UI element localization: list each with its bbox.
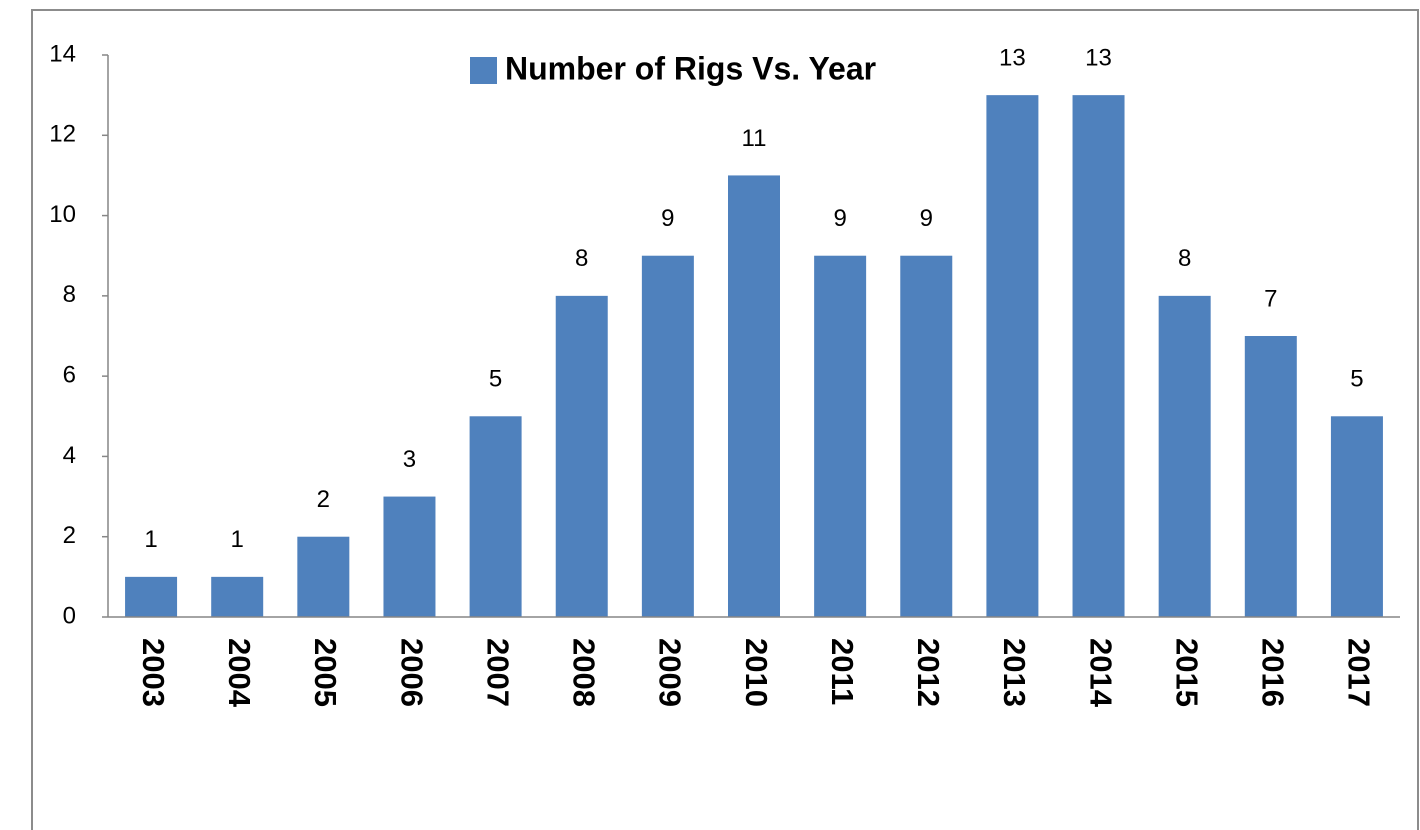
bar [728,175,780,617]
y-tick-label: 14 [49,40,76,67]
bar [1330,416,1383,617]
x-tick-label: 2015 [1169,638,1204,707]
y-tick-label: 12 [49,121,76,148]
bar [1072,95,1125,617]
data-label: 1 [231,526,244,553]
y-tick-label: 0 [63,602,76,629]
x-tick-label: 2014 [1083,638,1118,708]
legend-label: Number of Rigs Vs. Year [505,50,876,86]
bar [986,95,1039,617]
x-tick-label: 2012 [911,638,946,707]
data-label: 3 [403,446,416,473]
bar [469,416,522,617]
x-tick-label: 2009 [653,638,688,707]
data-label: 1 [144,526,157,553]
data-label: 9 [661,205,674,232]
x-tick-label: 2008 [567,638,602,707]
bar [641,255,694,617]
x-tick-label: 2007 [480,638,515,707]
bar [814,255,867,617]
x-tick-label: 2010 [739,638,774,707]
bar [383,496,436,617]
x-tick-label: 2013 [997,638,1032,707]
data-label: 11 [742,125,767,152]
y-tick-label: 4 [63,442,76,469]
data-label: 13 [1085,44,1112,71]
data-label: 9 [920,205,933,232]
bar [211,576,264,617]
bar [900,255,953,617]
data-label: 2 [317,486,330,513]
bar [555,295,608,617]
legend-swatch [470,57,497,84]
x-tick-label: 2006 [394,638,429,707]
data-label: 8 [575,245,588,272]
data-label: 13 [999,44,1026,71]
data-label: 7 [1264,285,1277,312]
y-tick-label: 8 [63,281,76,308]
x-tick-label: 2005 [308,638,343,707]
x-tick-label: 2003 [136,638,171,707]
bar [1158,295,1211,617]
x-tick-label: 2016 [1256,638,1291,707]
data-label: 8 [1178,245,1191,272]
x-tick-label: 2004 [222,638,257,708]
data-label: 5 [489,366,502,393]
chart-frame [31,9,1419,830]
y-tick-label: 2 [63,522,76,549]
data-label: 5 [1350,366,1363,393]
x-tick-label: 2017 [1342,638,1377,707]
data-label: 9 [833,205,846,232]
y-tick-label: 6 [63,361,76,388]
x-tick-label: 2011 [825,638,860,705]
y-tick-label: 10 [49,201,76,228]
bar [1244,336,1297,617]
bar [297,536,350,617]
bar [125,576,178,617]
